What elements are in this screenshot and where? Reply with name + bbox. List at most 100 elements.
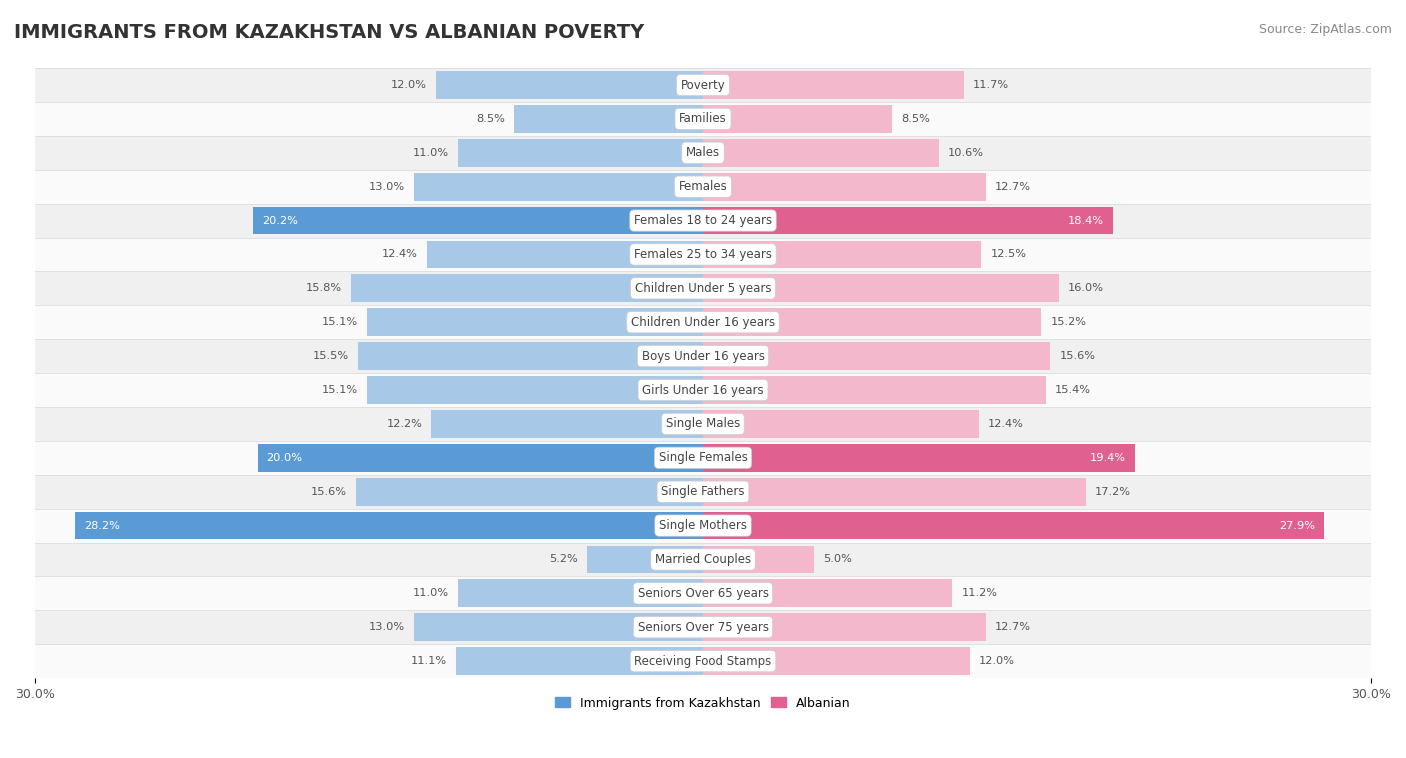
Text: 27.9%: 27.9% <box>1279 521 1316 531</box>
Text: 15.1%: 15.1% <box>322 318 359 327</box>
Text: 15.6%: 15.6% <box>1059 351 1095 361</box>
Text: 11.2%: 11.2% <box>962 588 997 598</box>
Bar <box>703 207 1112 234</box>
Bar <box>35 170 1371 204</box>
Bar <box>432 410 703 438</box>
Text: 13.0%: 13.0% <box>368 622 405 632</box>
Bar <box>35 543 1371 576</box>
Text: Single Mothers: Single Mothers <box>659 519 747 532</box>
Text: Boys Under 16 years: Boys Under 16 years <box>641 349 765 362</box>
Text: 11.1%: 11.1% <box>411 656 447 666</box>
Bar <box>35 644 1371 678</box>
Text: 12.2%: 12.2% <box>387 419 422 429</box>
Text: 15.2%: 15.2% <box>1050 318 1087 327</box>
Bar <box>35 271 1371 305</box>
Text: 8.5%: 8.5% <box>901 114 929 124</box>
Bar <box>35 475 1371 509</box>
Bar <box>703 240 981 268</box>
Text: Seniors Over 75 years: Seniors Over 75 years <box>637 621 769 634</box>
Bar <box>35 576 1371 610</box>
Text: 5.2%: 5.2% <box>550 554 578 565</box>
Bar <box>35 305 1371 339</box>
Bar <box>436 71 703 99</box>
Text: IMMIGRANTS FROM KAZAKHSTAN VS ALBANIAN POVERTY: IMMIGRANTS FROM KAZAKHSTAN VS ALBANIAN P… <box>14 23 644 42</box>
Bar <box>703 579 952 607</box>
Bar <box>703 139 939 167</box>
Bar <box>458 139 703 167</box>
Text: Girls Under 16 years: Girls Under 16 years <box>643 384 763 396</box>
Text: 18.4%: 18.4% <box>1067 215 1104 226</box>
Text: 12.7%: 12.7% <box>994 182 1031 192</box>
Bar <box>253 207 703 234</box>
Bar <box>513 105 703 133</box>
Text: 12.0%: 12.0% <box>391 80 427 90</box>
Bar <box>703 512 1324 540</box>
Text: 15.5%: 15.5% <box>312 351 349 361</box>
Bar <box>257 444 703 471</box>
Legend: Immigrants from Kazakhstan, Albanian: Immigrants from Kazakhstan, Albanian <box>550 691 856 715</box>
Bar <box>35 441 1371 475</box>
Text: Seniors Over 65 years: Seniors Over 65 years <box>637 587 769 600</box>
Bar <box>458 579 703 607</box>
Text: 15.1%: 15.1% <box>322 385 359 395</box>
Bar <box>359 342 703 370</box>
Bar <box>703 478 1085 506</box>
Bar <box>35 102 1371 136</box>
Text: 15.4%: 15.4% <box>1054 385 1091 395</box>
Bar <box>35 237 1371 271</box>
Text: Single Females: Single Females <box>658 451 748 465</box>
Text: Families: Families <box>679 112 727 125</box>
Bar <box>413 613 703 641</box>
Text: 12.4%: 12.4% <box>988 419 1024 429</box>
Bar <box>703 71 963 99</box>
Text: 15.8%: 15.8% <box>307 283 342 293</box>
Bar <box>703 309 1042 336</box>
Bar <box>367 309 703 336</box>
Bar <box>35 610 1371 644</box>
Bar <box>35 509 1371 543</box>
Bar <box>367 376 703 404</box>
Bar <box>35 407 1371 441</box>
Text: 20.0%: 20.0% <box>267 453 302 463</box>
Text: 12.4%: 12.4% <box>382 249 418 259</box>
Text: 20.2%: 20.2% <box>262 215 298 226</box>
Text: 5.0%: 5.0% <box>824 554 852 565</box>
Text: 16.0%: 16.0% <box>1069 283 1104 293</box>
Bar <box>413 173 703 201</box>
Text: Single Fathers: Single Fathers <box>661 485 745 498</box>
Bar <box>427 240 703 268</box>
Text: Children Under 16 years: Children Under 16 years <box>631 316 775 329</box>
Bar <box>35 136 1371 170</box>
Text: Females: Females <box>679 180 727 193</box>
Bar <box>703 376 1046 404</box>
Text: Receiving Food Stamps: Receiving Food Stamps <box>634 655 772 668</box>
Bar <box>703 274 1059 302</box>
Text: 11.0%: 11.0% <box>413 588 449 598</box>
Text: 12.7%: 12.7% <box>994 622 1031 632</box>
Text: 8.5%: 8.5% <box>477 114 505 124</box>
Bar <box>75 512 703 540</box>
Bar <box>703 444 1135 471</box>
Bar <box>703 410 979 438</box>
Text: 12.5%: 12.5% <box>990 249 1026 259</box>
Bar <box>703 173 986 201</box>
Text: Females 18 to 24 years: Females 18 to 24 years <box>634 214 772 227</box>
Bar <box>703 342 1050 370</box>
Bar <box>456 647 703 675</box>
Bar <box>703 546 814 573</box>
Bar <box>356 478 703 506</box>
Text: Single Males: Single Males <box>666 418 740 431</box>
Text: 13.0%: 13.0% <box>368 182 405 192</box>
Text: Married Couples: Married Couples <box>655 553 751 566</box>
Text: 19.4%: 19.4% <box>1090 453 1126 463</box>
Text: Poverty: Poverty <box>681 79 725 92</box>
Bar <box>35 204 1371 237</box>
Text: Males: Males <box>686 146 720 159</box>
Text: 12.0%: 12.0% <box>979 656 1015 666</box>
Bar <box>35 339 1371 373</box>
Text: 11.0%: 11.0% <box>413 148 449 158</box>
Bar <box>35 68 1371 102</box>
Text: 10.6%: 10.6% <box>948 148 984 158</box>
Bar <box>588 546 703 573</box>
Bar <box>703 105 893 133</box>
